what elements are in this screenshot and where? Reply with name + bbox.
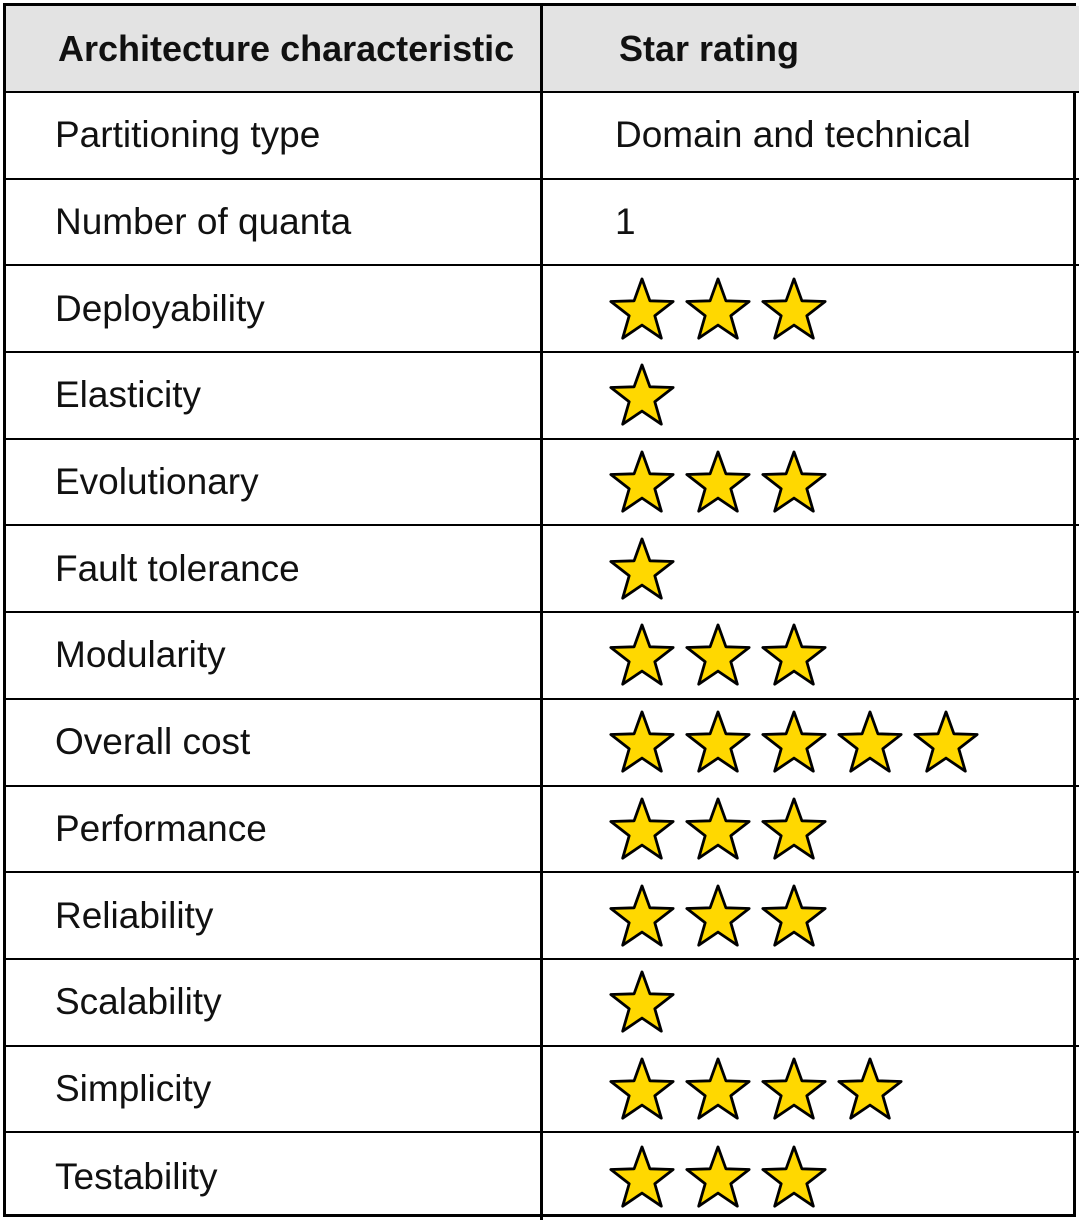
star-icon bbox=[761, 797, 827, 860]
rating-cell: 1 bbox=[543, 180, 1079, 267]
star-icon bbox=[685, 710, 751, 773]
rating-cell bbox=[543, 266, 1079, 354]
characteristic-cell: Modularity bbox=[6, 613, 543, 700]
characteristic-cell: Elasticity bbox=[6, 353, 543, 440]
star-icon bbox=[761, 277, 827, 340]
star-icon bbox=[685, 450, 751, 513]
characteristic-cell: Deployability bbox=[6, 266, 543, 354]
rating-cell bbox=[543, 700, 1079, 787]
star-rating bbox=[607, 275, 829, 343]
rating-cell bbox=[543, 1047, 1079, 1134]
characteristic-cell: Fault tolerance bbox=[6, 526, 543, 614]
rating-cell bbox=[543, 526, 1079, 614]
star-icon bbox=[761, 1057, 827, 1120]
star-icon bbox=[837, 710, 903, 773]
star-icon bbox=[761, 450, 827, 513]
characteristic-cell: Number of quanta bbox=[6, 179, 543, 267]
characteristic-cell: Reliability bbox=[6, 873, 543, 960]
rating-cell bbox=[543, 613, 1079, 700]
star-icon bbox=[913, 710, 979, 773]
star-rating bbox=[607, 448, 829, 516]
star-icon bbox=[837, 1057, 903, 1120]
rating-cell bbox=[543, 1133, 1079, 1220]
rating-cell: Domain and technical bbox=[543, 93, 1079, 180]
star-icon bbox=[685, 1057, 751, 1120]
column-header-rating: Star rating bbox=[543, 6, 1079, 93]
star-icon bbox=[685, 884, 751, 947]
column-header-characteristic: Architecture characteristic bbox=[6, 6, 543, 93]
star-icon bbox=[761, 884, 827, 947]
characteristic-cell: Overall cost bbox=[6, 699, 543, 787]
star-icon bbox=[609, 277, 675, 340]
star-rating bbox=[607, 1055, 905, 1123]
star-icon bbox=[685, 797, 751, 860]
rating-cell bbox=[543, 960, 1079, 1047]
star-icon bbox=[609, 623, 675, 687]
rating-table: Architecture characteristic Star rating … bbox=[3, 3, 1079, 1220]
star-rating bbox=[607, 1143, 829, 1211]
star-icon bbox=[609, 363, 675, 426]
star-icon bbox=[685, 623, 751, 687]
star-icon bbox=[609, 884, 675, 947]
star-icon bbox=[685, 277, 751, 340]
star-icon bbox=[761, 623, 827, 687]
star-icon bbox=[609, 1145, 675, 1208]
star-rating bbox=[607, 968, 677, 1036]
star-rating bbox=[607, 708, 981, 776]
star-rating bbox=[607, 882, 829, 950]
star-icon bbox=[609, 970, 675, 1033]
star-rating bbox=[607, 361, 677, 429]
star-icon bbox=[609, 710, 675, 773]
star-icon bbox=[609, 450, 675, 513]
rating-cell bbox=[543, 440, 1079, 527]
characteristic-cell: Evolutionary bbox=[6, 439, 543, 527]
star-icon bbox=[761, 710, 827, 773]
characteristic-cell: Testability bbox=[6, 1133, 543, 1220]
star-icon bbox=[609, 797, 675, 860]
star-rating bbox=[607, 621, 829, 689]
rating-cell bbox=[543, 787, 1079, 874]
star-rating bbox=[607, 795, 829, 863]
characteristic-cell: Partitioning type bbox=[6, 93, 543, 180]
star-icon bbox=[609, 1057, 675, 1120]
star-icon bbox=[685, 1145, 751, 1208]
rating-cell bbox=[543, 353, 1079, 440]
star-rating bbox=[607, 535, 677, 603]
rating-cell bbox=[543, 873, 1079, 960]
star-icon bbox=[761, 1145, 827, 1208]
characteristic-cell: Scalability bbox=[6, 959, 543, 1047]
characteristic-cell: Performance bbox=[6, 786, 543, 874]
star-icon bbox=[609, 537, 675, 600]
characteristic-cell: Simplicity bbox=[6, 1046, 543, 1134]
